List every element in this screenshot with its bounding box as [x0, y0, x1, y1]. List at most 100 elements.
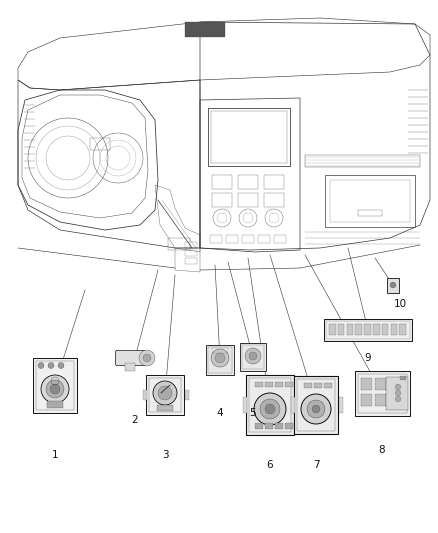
- Bar: [255, 423, 263, 429]
- Bar: [329, 324, 336, 335]
- Bar: [226, 235, 238, 243]
- Circle shape: [260, 399, 280, 419]
- Bar: [243, 397, 247, 413]
- Bar: [346, 324, 353, 335]
- Bar: [265, 382, 273, 387]
- Bar: [36, 360, 74, 409]
- Circle shape: [301, 394, 331, 424]
- Bar: [304, 383, 312, 388]
- Bar: [242, 345, 264, 369]
- Bar: [255, 382, 263, 387]
- Bar: [324, 319, 412, 341]
- Bar: [258, 235, 270, 243]
- Circle shape: [312, 405, 320, 413]
- Bar: [90, 138, 110, 150]
- Circle shape: [265, 404, 275, 414]
- Bar: [339, 397, 343, 413]
- Bar: [143, 390, 147, 400]
- Bar: [386, 376, 408, 409]
- Circle shape: [245, 348, 261, 364]
- Circle shape: [307, 400, 325, 418]
- Bar: [382, 324, 389, 335]
- Text: 1: 1: [52, 450, 58, 460]
- Bar: [374, 377, 385, 390]
- Bar: [285, 382, 293, 387]
- Circle shape: [211, 349, 229, 367]
- Bar: [249, 378, 291, 432]
- Circle shape: [38, 362, 44, 368]
- Bar: [264, 175, 284, 189]
- Text: 10: 10: [393, 299, 406, 309]
- Bar: [208, 108, 290, 166]
- Bar: [246, 375, 294, 435]
- Circle shape: [158, 386, 172, 400]
- Bar: [325, 175, 415, 227]
- Bar: [338, 324, 344, 335]
- Bar: [185, 242, 197, 248]
- FancyBboxPatch shape: [116, 351, 146, 366]
- Text: 5: 5: [250, 408, 256, 418]
- Bar: [373, 324, 379, 335]
- Bar: [185, 250, 197, 256]
- Bar: [387, 278, 399, 293]
- Bar: [185, 22, 225, 37]
- Bar: [206, 345, 234, 375]
- Circle shape: [139, 350, 155, 366]
- Bar: [47, 400, 63, 408]
- Circle shape: [50, 384, 60, 394]
- Bar: [358, 210, 382, 216]
- Bar: [238, 193, 258, 207]
- Text: 4: 4: [217, 408, 223, 418]
- Bar: [355, 324, 362, 335]
- Bar: [357, 374, 406, 413]
- Bar: [242, 235, 254, 243]
- Circle shape: [153, 381, 177, 405]
- Bar: [324, 383, 332, 388]
- Bar: [354, 370, 410, 416]
- Bar: [295, 397, 299, 413]
- Bar: [285, 423, 293, 429]
- Circle shape: [215, 353, 225, 363]
- Bar: [212, 175, 232, 189]
- Circle shape: [254, 393, 286, 425]
- Bar: [326, 321, 410, 339]
- Bar: [297, 379, 335, 431]
- Circle shape: [143, 354, 151, 362]
- Bar: [212, 348, 228, 353]
- Bar: [265, 423, 273, 429]
- Bar: [305, 155, 420, 167]
- Text: 2: 2: [132, 415, 138, 425]
- Bar: [360, 393, 371, 406]
- Bar: [146, 375, 184, 415]
- Text: 7: 7: [313, 460, 319, 470]
- Text: 6: 6: [267, 460, 273, 470]
- Bar: [208, 347, 232, 373]
- Bar: [157, 405, 173, 411]
- Bar: [210, 235, 222, 243]
- Circle shape: [395, 384, 401, 390]
- Circle shape: [48, 362, 54, 368]
- Bar: [212, 193, 232, 207]
- Bar: [275, 382, 283, 387]
- Bar: [264, 193, 284, 207]
- Bar: [399, 376, 406, 379]
- Bar: [364, 324, 371, 335]
- Bar: [391, 324, 397, 335]
- Bar: [274, 235, 286, 243]
- Bar: [374, 393, 385, 406]
- Bar: [33, 358, 77, 413]
- Bar: [185, 390, 189, 400]
- Bar: [399, 324, 406, 335]
- Bar: [360, 377, 371, 390]
- Circle shape: [249, 352, 257, 360]
- Bar: [291, 397, 295, 413]
- Bar: [125, 363, 135, 371]
- Bar: [238, 175, 258, 189]
- Bar: [185, 258, 197, 264]
- Bar: [314, 383, 322, 388]
- Bar: [149, 378, 181, 412]
- Bar: [168, 238, 190, 250]
- Circle shape: [395, 390, 401, 396]
- Circle shape: [390, 282, 396, 288]
- Bar: [275, 423, 283, 429]
